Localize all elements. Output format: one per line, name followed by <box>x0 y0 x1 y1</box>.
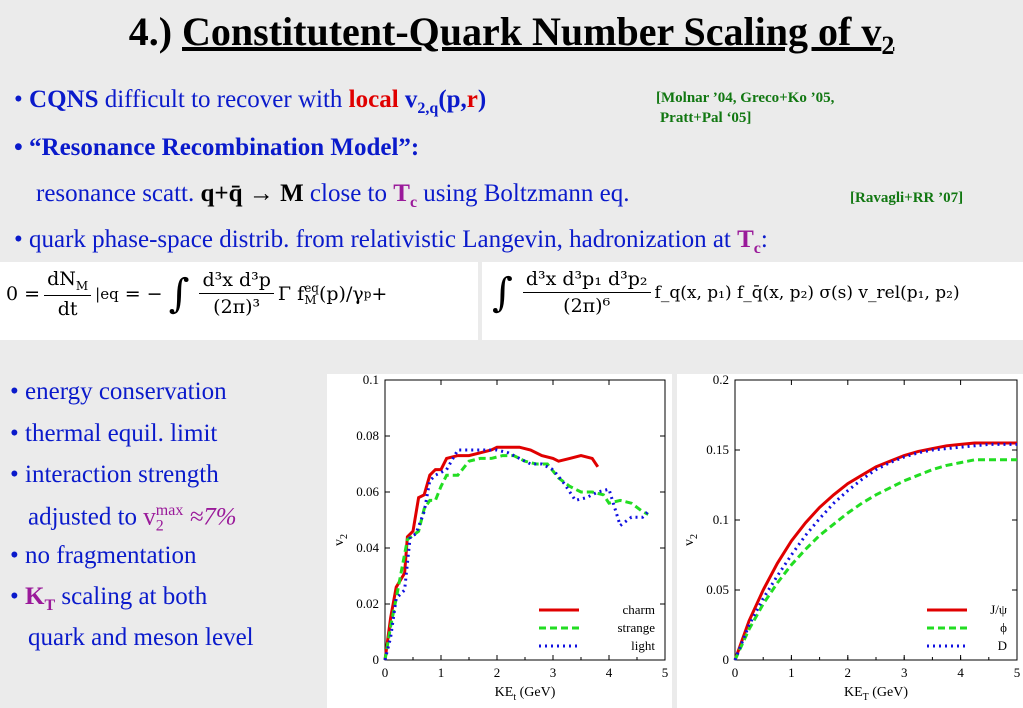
series-line-2 <box>383 448 650 661</box>
legend-label: D <box>998 638 1007 653</box>
x-tick-label: 4 <box>957 665 964 680</box>
y-tick-label: 0.05 <box>706 582 729 597</box>
x-tick-label: 3 <box>901 665 908 680</box>
legend-label: J/ψ <box>990 602 1007 617</box>
x-tick-label: 5 <box>1014 665 1021 680</box>
chart-quarks-svg: 0 1 2 3 4 5 0 0.02 0.04 0.06 0.08 0.1 KEt (GeV) v2 cha… <box>332 374 669 703</box>
rate-equation-left: 0 = dNM dt |eq = − ∫ d³x d³p (2π)³ Γ f eq M(… <box>6 268 388 320</box>
x-tick-label: 1 <box>788 665 795 680</box>
chart-mesons-svg: 0 1 2 3 4 5 0 0.05 0.1 0.15 0.2 KET (GeV) v2 J/ψ ϕD <box>682 374 1021 703</box>
y-tick-label: 0 <box>373 652 380 667</box>
plot-frame <box>734 379 1018 661</box>
y-axis-label: v2 <box>332 534 350 546</box>
bullet-langevin: • quark phase-space distrib. from relati… <box>14 226 768 257</box>
adjusted-line: adjusted to v2max ≈7% <box>28 502 237 535</box>
bullet-rrm: • “Resonance Recombination Model”: <box>14 134 420 161</box>
x-tick-label: 4 <box>606 665 613 680</box>
y-tick-label: 0.06 <box>356 484 379 499</box>
legend-label: charm <box>623 602 655 617</box>
legend-label: strange <box>617 620 655 635</box>
y-axis-label: v2 <box>682 534 700 546</box>
x-axis-label: KET (GeV) <box>844 685 908 703</box>
x-tick-label: 0 <box>382 665 389 680</box>
y-tick-label: 0.04 <box>356 540 379 555</box>
bullet-kt-scaling: • KT scaling at both <box>10 583 208 614</box>
resonance-line: resonance scatt. q+q̄ → M close to Tc us… <box>36 180 630 211</box>
rate-equation-right: ∫ d³x d³p₁ d³p₂ (2π)⁶ f_q(x, p₁) f_q̄(x, … <box>492 268 960 317</box>
slide-title: 4.) Constitutent-Quark Number Scaling of… <box>0 8 1023 61</box>
series-line-1 <box>733 458 1017 661</box>
x-tick-label: 2 <box>845 665 852 680</box>
reference-molnar: [Molnar ’04, Greco+Ko ’05, Pratt+Pal ‘05… <box>656 90 835 126</box>
x-tick-label: 2 <box>494 665 501 680</box>
legend-label: light <box>631 638 655 653</box>
equation-box-left <box>0 262 478 340</box>
y-tick-label: 0.08 <box>356 428 379 443</box>
bullet-thermal: • thermal equil. limit <box>10 420 218 447</box>
series-line-1 <box>383 454 649 661</box>
x-axis-label: KEt (GeV) <box>495 685 556 703</box>
quark-meson-line: quark and meson level <box>28 624 254 651</box>
x-tick-label: 1 <box>438 665 445 680</box>
x-tick-label: 5 <box>662 665 669 680</box>
equation-box-right <box>482 262 1023 340</box>
bullet-fragmentation: • no fragmentation <box>10 542 197 569</box>
y-tick-label: 0.1 <box>363 374 379 387</box>
title-text: Constitutent-Quark Number Scaling of v2 <box>182 9 895 60</box>
reference-ravagli: [Ravagli+RR ’07] <box>850 190 964 206</box>
y-tick-label: 0.2 <box>713 374 729 387</box>
y-tick-label: 0.15 <box>706 442 729 457</box>
bullet-energy: • energy conservation <box>10 378 227 405</box>
series-line-2 <box>733 442 1017 661</box>
y-tick-label: 0.02 <box>356 596 379 611</box>
chart-quarks: 0 1 2 3 4 5 0 0.02 0.04 0.06 0.08 0.1 KEt (GeV) v2 cha… <box>327 374 672 708</box>
series-line-0 <box>383 445 600 661</box>
legend-label: ϕ <box>1000 620 1007 635</box>
plot-frame <box>384 379 666 661</box>
series-line-0 <box>733 441 1017 661</box>
x-tick-label: 0 <box>732 665 739 680</box>
chart-mesons: 0 1 2 3 4 5 0 0.05 0.1 0.15 0.2 KET (GeV) v2 J/ψ ϕ D <box>677 374 1023 708</box>
bullet-interaction: • interaction strength <box>10 461 219 488</box>
y-tick-label: 0.1 <box>713 512 729 527</box>
title-number: 4.) <box>128 9 173 54</box>
bullet-cqns: • CQNS difficult to recover with local v… <box>14 86 487 117</box>
y-tick-label: 0 <box>723 652 730 667</box>
x-tick-label: 3 <box>550 665 557 680</box>
